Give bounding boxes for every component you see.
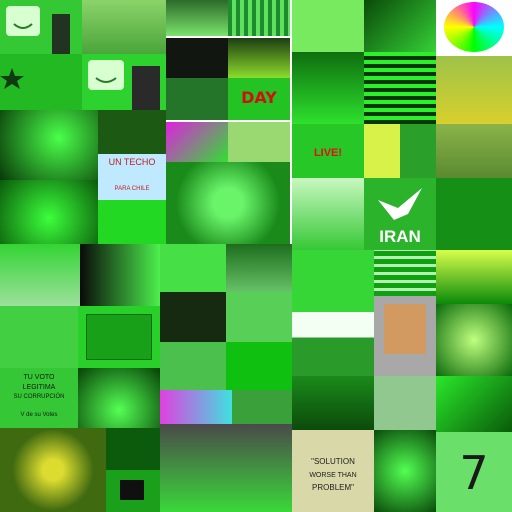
- photo-tile: 7: [436, 432, 512, 512]
- photo-tile: [166, 122, 228, 162]
- photo-tile: [160, 424, 292, 512]
- solution-text: WORSE THAN: [309, 472, 357, 479]
- photo-tile: [292, 0, 364, 52]
- photo-tile: [0, 54, 82, 110]
- dove-icon: [378, 188, 422, 220]
- photo-tile: [228, 0, 290, 36]
- photo-tile: [364, 124, 400, 178]
- photo-tile: [436, 178, 512, 250]
- photo-tile: [0, 0, 82, 54]
- photo-tile: [0, 180, 98, 244]
- poster-text: LEGITIMA: [22, 384, 56, 391]
- photo-tile: [374, 296, 436, 376]
- live-text: LIVE!: [313, 147, 343, 159]
- photo-tile: [0, 244, 80, 306]
- photo-tile: [106, 428, 160, 470]
- photo-tile: [436, 250, 512, 304]
- photo-tile: [78, 368, 160, 428]
- photo-tile: [160, 292, 226, 342]
- photo-tile: [98, 200, 166, 244]
- photo-tile: [292, 376, 374, 430]
- photo-tile: TU VOTO LEGITIMA SU CORRUPCIÓN V de su V…: [0, 368, 78, 428]
- smiley-logo-icon: [6, 6, 70, 54]
- photo-tile: [166, 78, 228, 120]
- photo-tile: [160, 342, 226, 390]
- photo-tile: [106, 470, 160, 512]
- photo-tile: [160, 244, 226, 292]
- day-text: DAY: [241, 88, 277, 107]
- photo-tile: [436, 56, 512, 124]
- photo-tile: [374, 376, 436, 430]
- photo-tile: "SOLUTION WORSE THAN PROBLEM": [292, 430, 374, 512]
- star-icon: [0, 68, 24, 89]
- photo-tile: [436, 124, 512, 178]
- photo-tile: IRAN: [364, 178, 436, 250]
- photo-tile: [292, 312, 374, 376]
- photo-tile: [0, 110, 98, 180]
- photo-tile: [226, 244, 292, 292]
- photo-tile: [374, 250, 436, 296]
- photo-tile: [400, 124, 436, 178]
- photo-tile: [364, 0, 436, 52]
- photo-tile: [292, 250, 374, 312]
- photo-tile: [166, 38, 228, 78]
- photo-tile: [228, 38, 290, 78]
- photo-tile: [436, 376, 512, 432]
- photo-tile: UN TECHO PARA CHILE: [98, 154, 166, 200]
- photo-tile: [374, 430, 436, 512]
- un-techo-text: UN TECHO: [108, 157, 156, 167]
- smiley-logo-icon: [88, 60, 160, 110]
- photo-tile: [166, 0, 228, 36]
- photo-tile: [436, 304, 512, 376]
- iran-text: IRAN: [379, 227, 421, 246]
- photo-tile: [98, 110, 166, 154]
- photo-tile: [292, 52, 364, 124]
- photo-tile: [0, 428, 106, 512]
- poster-text: TU VOTO: [23, 374, 55, 381]
- photo-tile: [82, 0, 166, 54]
- photo-tile: [78, 306, 160, 368]
- photo-tile: [228, 122, 290, 162]
- photo-tile: [166, 162, 290, 244]
- solution-text: "SOLUTION: [311, 457, 355, 466]
- photo-tile: [82, 54, 166, 110]
- solution-text: PROBLEM": [312, 483, 354, 492]
- photo-tile: [364, 52, 436, 124]
- number-seven-text: 7: [459, 446, 489, 500]
- photo-tile: DAY: [228, 78, 290, 120]
- photo-tile: LIVE!: [292, 124, 364, 178]
- photo-tile: [292, 178, 364, 250]
- poster-text: SU CORRUPCIÓN: [13, 394, 65, 400]
- photo-tile: [0, 306, 78, 368]
- un-techo-text: PARA CHILE: [114, 186, 150, 192]
- photo-tile: [160, 390, 232, 424]
- photo-tile: [436, 0, 512, 54]
- photo-tile: [226, 342, 292, 390]
- photo-tile: [226, 292, 292, 342]
- photo-tile: [232, 390, 292, 424]
- poster-text: V de su Votes: [20, 412, 58, 418]
- photo-tile: [80, 244, 160, 306]
